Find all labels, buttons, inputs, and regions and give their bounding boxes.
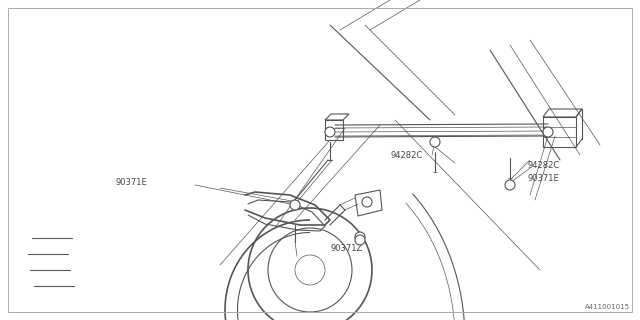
Circle shape — [325, 127, 335, 137]
Text: A411001015: A411001015 — [585, 304, 630, 310]
Circle shape — [355, 235, 365, 245]
Circle shape — [505, 180, 515, 190]
Circle shape — [543, 127, 553, 137]
Text: 90371E: 90371E — [115, 178, 147, 187]
Text: 94282C: 94282C — [390, 150, 422, 159]
Circle shape — [290, 200, 300, 210]
Circle shape — [430, 137, 440, 147]
Text: 90371E: 90371E — [528, 173, 560, 182]
Text: 90371Z: 90371Z — [330, 244, 362, 252]
Text: 94282C: 94282C — [528, 161, 560, 170]
Circle shape — [355, 232, 365, 242]
Circle shape — [362, 197, 372, 207]
